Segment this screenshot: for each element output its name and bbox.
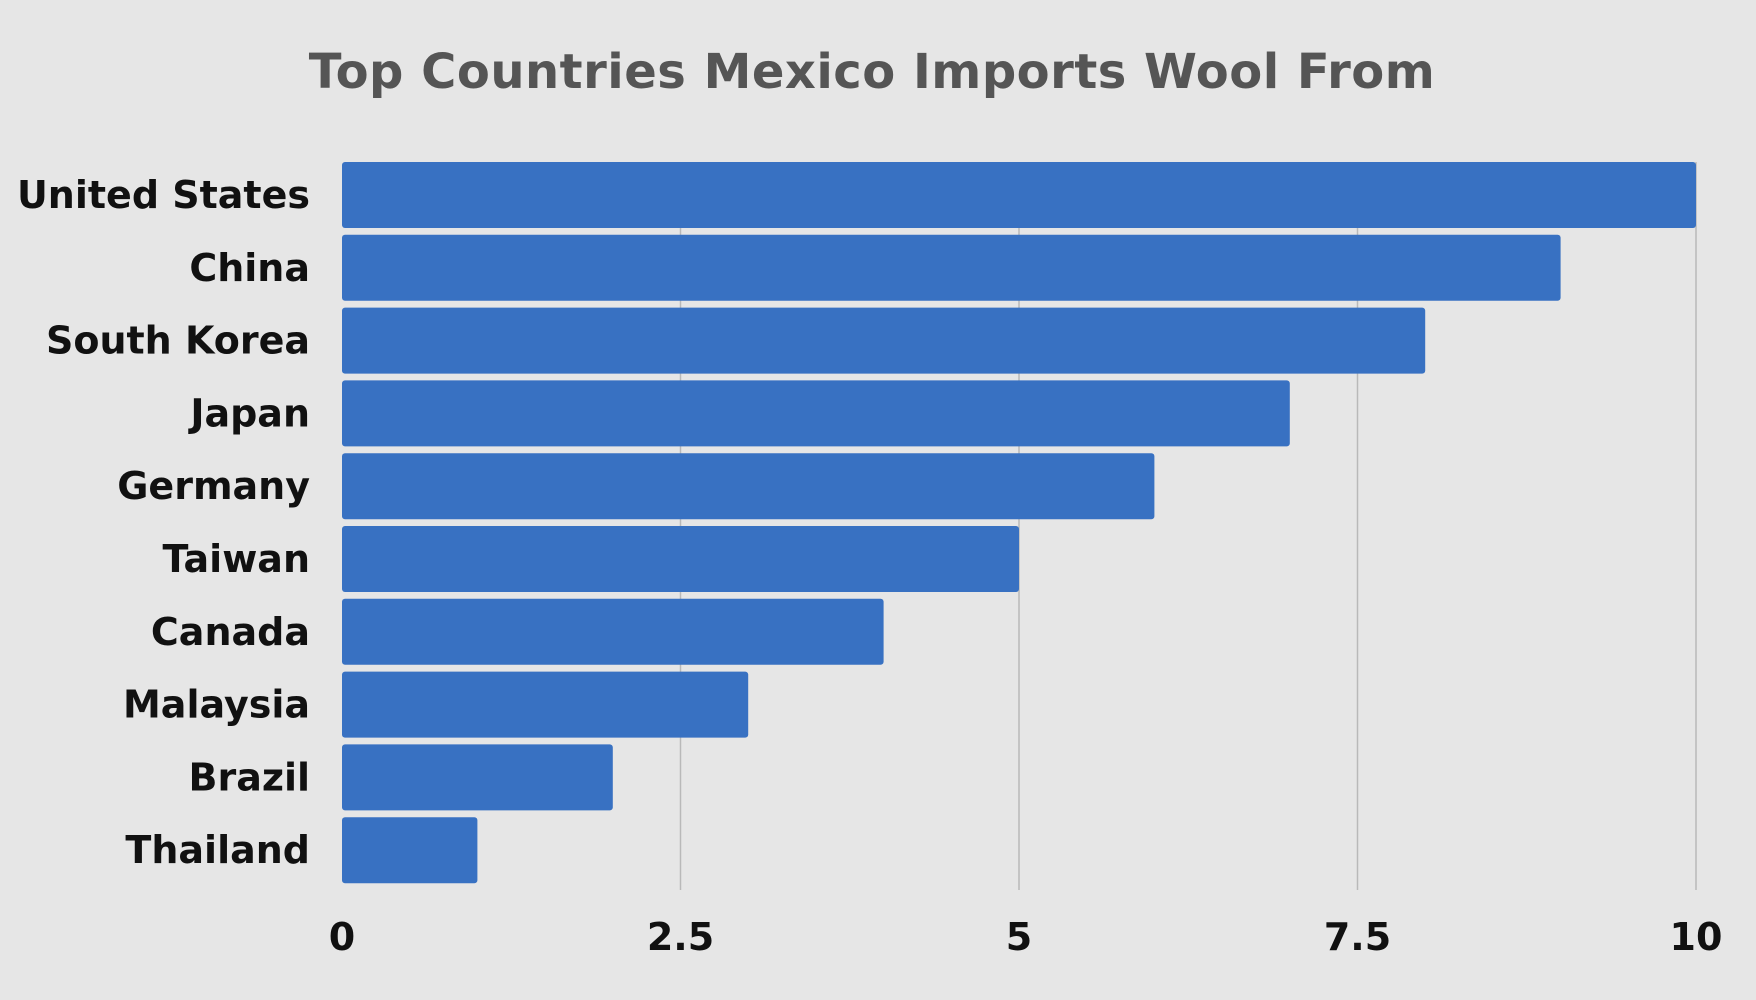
bar-taiwan	[342, 526, 1019, 592]
category-label-thailand: Thailand	[125, 828, 310, 872]
category-label-brazil: Brazil	[188, 755, 310, 799]
category-label-china: China	[189, 246, 310, 290]
x-tick-label-10: 10	[1670, 915, 1723, 959]
bar-united-states	[342, 162, 1696, 228]
category-label-canada: Canada	[151, 610, 310, 654]
x-tick-label-5: 5	[1006, 915, 1032, 959]
bar-malaysia	[342, 671, 749, 738]
chart-title: Top Countries Mexico Imports Wool From	[308, 44, 1436, 100]
x-tick-label-2-5: 2.5	[647, 915, 714, 959]
bar-china	[342, 234, 1561, 301]
bar-brazil	[342, 744, 613, 811]
category-label-malaysia: Malaysia	[123, 683, 310, 727]
category-label-taiwan: Taiwan	[163, 537, 311, 581]
category-label-south-korea: South Korea	[46, 319, 310, 363]
category-label-united-states: United States	[17, 173, 310, 217]
category-labels: United States China South Korea Japan German…	[17, 173, 310, 872]
bar-germany	[342, 453, 1155, 520]
bar-canada	[342, 598, 884, 665]
x-axis-tick-labels: 0 2.5 5 7.5 10	[329, 915, 1723, 959]
category-label-germany: Germany	[117, 464, 310, 508]
bar-south-korea	[342, 307, 1426, 374]
bars	[342, 162, 1696, 884]
x-tick-label-0: 0	[329, 915, 355, 959]
x-tick-label-7-5: 7.5	[1324, 915, 1391, 959]
category-label-japan: Japan	[187, 391, 310, 435]
bar-japan	[342, 380, 1290, 447]
bar-thailand	[342, 817, 478, 884]
